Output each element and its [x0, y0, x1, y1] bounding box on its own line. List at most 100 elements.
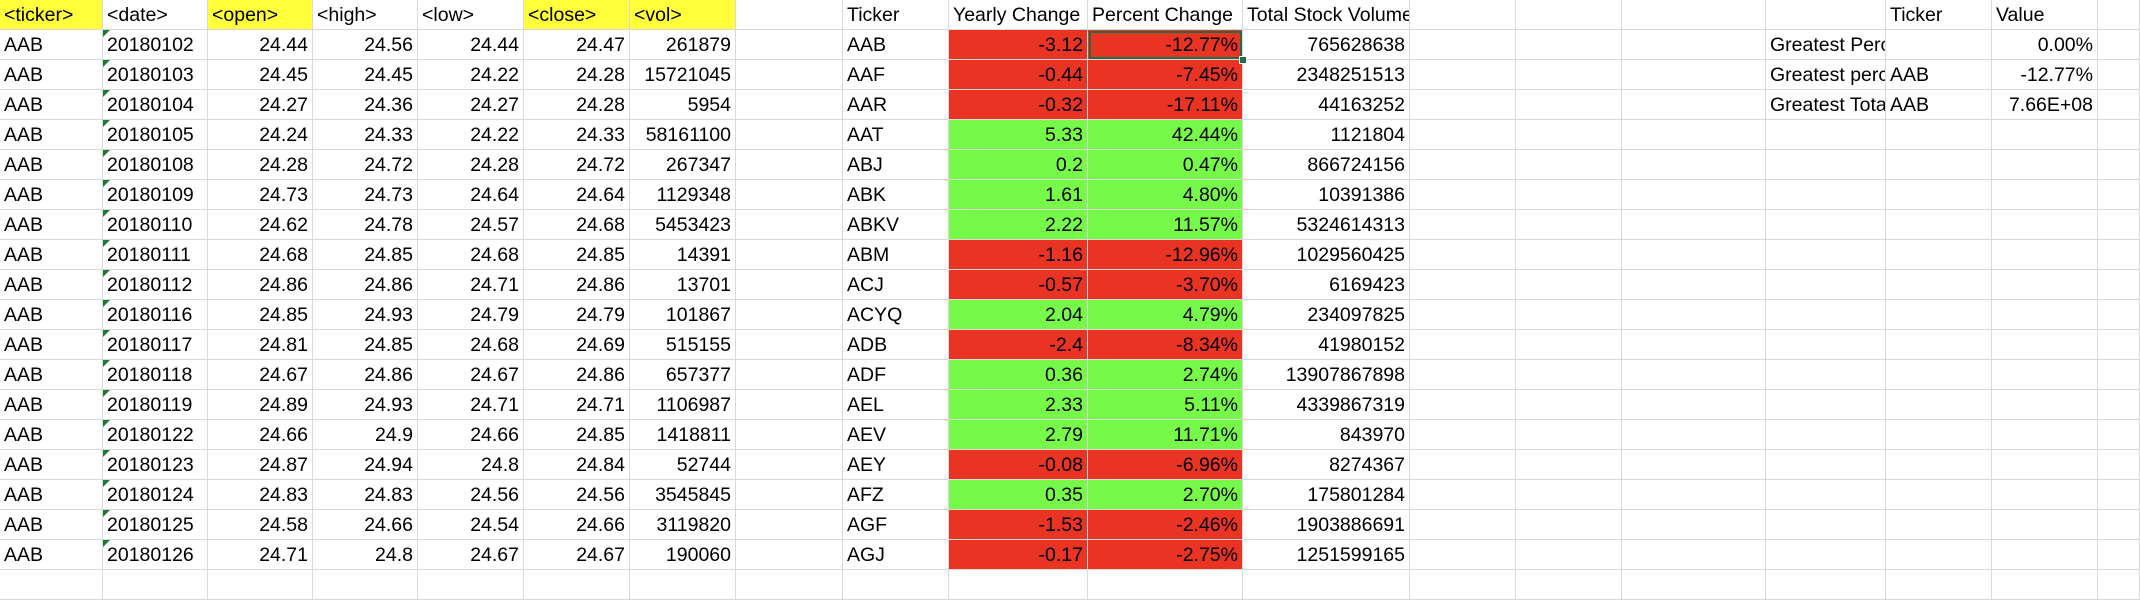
summary-data-cell[interactable]: -6.96%	[1088, 450, 1243, 480]
empty-cell[interactable]	[1516, 570, 1622, 600]
raw-data-cell[interactable]: AAB	[0, 210, 103, 240]
raw-data-cell[interactable]: 24.66	[524, 510, 630, 540]
empty-cell[interactable]	[1992, 390, 2098, 420]
empty-cell[interactable]	[1516, 180, 1622, 210]
summary-data-cell[interactable]: 11.71%	[1088, 420, 1243, 450]
empty-cell[interactable]	[736, 300, 843, 330]
empty-cell[interactable]	[630, 570, 736, 600]
empty-cell[interactable]	[2098, 450, 2140, 480]
empty-cell[interactable]	[2098, 120, 2140, 150]
empty-cell[interactable]	[1622, 480, 1766, 510]
fill-handle[interactable]	[1239, 56, 1247, 64]
raw-data-cell[interactable]: 20180110	[103, 210, 208, 240]
raw-data-cell[interactable]: AAB	[0, 510, 103, 540]
empty-cell[interactable]	[2098, 240, 2140, 270]
raw-data-cell[interactable]: 5954	[630, 90, 736, 120]
greatest-data-cell[interactable]: 7.66E+08	[1992, 90, 2098, 120]
empty-cell[interactable]	[1992, 300, 2098, 330]
empty-cell[interactable]	[1886, 570, 1992, 600]
raw-data-cell[interactable]: 24.28	[418, 150, 524, 180]
empty-cell[interactable]	[1516, 30, 1622, 60]
empty-cell[interactable]	[1886, 30, 1992, 60]
empty-cell[interactable]	[1766, 240, 1886, 270]
empty-cell[interactable]	[1992, 480, 2098, 510]
empty-cell[interactable]	[1992, 420, 2098, 450]
raw-data-cell[interactable]: 24.93	[313, 300, 418, 330]
raw-data-cell[interactable]: 261879	[630, 30, 736, 60]
raw-data-cell[interactable]: 20180112	[103, 270, 208, 300]
empty-cell[interactable]	[1886, 480, 1992, 510]
empty-cell[interactable]	[1516, 480, 1622, 510]
raw-data-cell[interactable]: AAB	[0, 150, 103, 180]
raw-data-cell[interactable]: 15721045	[630, 60, 736, 90]
header-cell-raw[interactable]: <ticker>	[0, 0, 103, 30]
empty-cell[interactable]	[1766, 0, 1886, 30]
summary-data-cell[interactable]: 0.35	[949, 480, 1088, 510]
summary-data-cell[interactable]: AEV	[843, 420, 949, 450]
empty-cell[interactable]	[1516, 390, 1622, 420]
raw-data-cell[interactable]: AAB	[0, 270, 103, 300]
raw-data-cell[interactable]: 24.56	[524, 480, 630, 510]
raw-data-cell[interactable]: 24.84	[524, 450, 630, 480]
empty-cell[interactable]	[1766, 570, 1886, 600]
raw-data-cell[interactable]: AAB	[0, 390, 103, 420]
raw-data-cell[interactable]: 20180124	[103, 480, 208, 510]
empty-cell[interactable]	[1766, 360, 1886, 390]
empty-cell[interactable]	[2098, 480, 2140, 510]
raw-data-cell[interactable]: 24.83	[313, 480, 418, 510]
raw-data-cell[interactable]: 20180116	[103, 300, 208, 330]
raw-data-cell[interactable]: 24.57	[418, 210, 524, 240]
empty-cell[interactable]	[1516, 90, 1622, 120]
raw-data-cell[interactable]: 24.33	[313, 120, 418, 150]
summary-data-cell[interactable]: -2.46%	[1088, 510, 1243, 540]
raw-data-cell[interactable]: 24.33	[524, 120, 630, 150]
empty-cell[interactable]	[2098, 540, 2140, 570]
raw-data-cell[interactable]: 190060	[630, 540, 736, 570]
summary-data-cell[interactable]: 10391386	[1243, 180, 1410, 210]
empty-cell[interactable]	[1622, 30, 1766, 60]
empty-cell[interactable]	[736, 150, 843, 180]
raw-data-cell[interactable]: 24.86	[524, 360, 630, 390]
raw-data-cell[interactable]: 24.71	[418, 390, 524, 420]
summary-data-cell[interactable]: -3.12	[949, 30, 1088, 60]
empty-cell[interactable]	[736, 330, 843, 360]
empty-cell[interactable]	[736, 180, 843, 210]
empty-cell[interactable]	[1766, 210, 1886, 240]
raw-data-cell[interactable]: 24.66	[313, 510, 418, 540]
empty-cell[interactable]	[1410, 210, 1516, 240]
greatest-data-cell[interactable]: AAB	[1886, 60, 1992, 90]
empty-cell[interactable]	[1886, 300, 1992, 330]
raw-data-cell[interactable]: 24.86	[524, 270, 630, 300]
empty-cell[interactable]	[2098, 0, 2140, 30]
greatest-data-cell[interactable]: Greatest percent Decrease	[1766, 60, 1886, 90]
summary-data-cell[interactable]: 843970	[1243, 420, 1410, 450]
summary-data-cell[interactable]: 41980152	[1243, 330, 1410, 360]
raw-data-cell[interactable]: 101867	[630, 300, 736, 330]
raw-data-cell[interactable]: 24.68	[418, 240, 524, 270]
empty-cell[interactable]	[1622, 270, 1766, 300]
raw-data-cell[interactable]: 24.28	[524, 90, 630, 120]
greatest-data-cell[interactable]: 0.00%	[1992, 30, 2098, 60]
empty-cell[interactable]	[1622, 240, 1766, 270]
header-cell-summary[interactable]: Ticker	[843, 0, 949, 30]
empty-cell[interactable]	[1622, 510, 1766, 540]
summary-data-cell[interactable]: -12.96%	[1088, 240, 1243, 270]
raw-data-cell[interactable]: 24.58	[208, 510, 313, 540]
empty-cell[interactable]	[1516, 60, 1622, 90]
summary-data-cell[interactable]: ABKV	[843, 210, 949, 240]
summary-data-cell[interactable]: AGJ	[843, 540, 949, 570]
empty-cell[interactable]	[1410, 450, 1516, 480]
header-cell-summary[interactable]: Total Stock Volume	[1243, 0, 1410, 30]
raw-data-cell[interactable]: 24.36	[313, 90, 418, 120]
empty-cell[interactable]	[1516, 360, 1622, 390]
summary-data-cell[interactable]: 13907867898	[1243, 360, 1410, 390]
raw-data-cell[interactable]: 24.68	[524, 210, 630, 240]
header-cell-summary[interactable]: Yearly Change	[949, 0, 1088, 30]
raw-data-cell[interactable]: 20180122	[103, 420, 208, 450]
empty-cell[interactable]	[736, 540, 843, 570]
empty-cell[interactable]	[1410, 180, 1516, 210]
raw-data-cell[interactable]: 24.22	[418, 60, 524, 90]
raw-data-cell[interactable]: 5453423	[630, 210, 736, 240]
summary-data-cell[interactable]: ACJ	[843, 270, 949, 300]
raw-data-cell[interactable]: 24.62	[208, 210, 313, 240]
